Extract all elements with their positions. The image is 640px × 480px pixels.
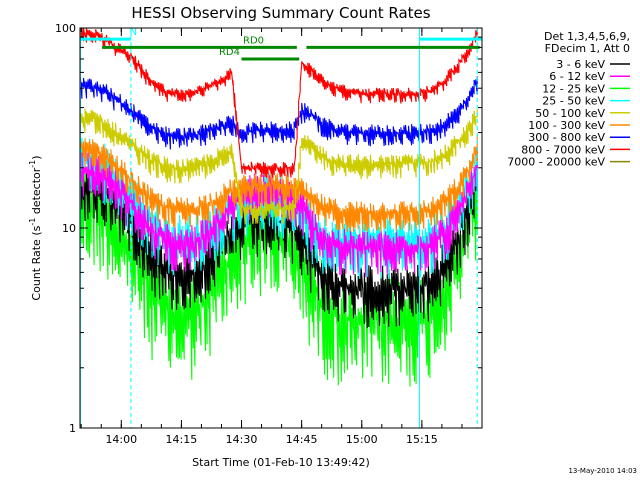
x-tick-label: 14:30: [226, 433, 258, 446]
series-line-50-100-kevkev: [79, 108, 478, 225]
x-axis-label: Start Time (01-Feb-10 13:49:42): [192, 456, 370, 469]
legend-label-3-6-kevkev: 3 - 6 keV: [556, 58, 605, 71]
legend-label-12-25-kevkev: 12 - 25 keV: [542, 82, 605, 95]
legend-label-300-800-kevkev: 300 - 800 keV: [528, 131, 605, 144]
flag-label-rd4: RD4: [219, 47, 240, 58]
series-line-100-300-kevkev: [79, 133, 478, 233]
y-tick-label: 10: [62, 222, 76, 235]
legend-header-line-1: Det 1,3,4,5,6,9,: [544, 30, 630, 43]
series-line-12-25-kevkev: [79, 157, 478, 387]
series-line-300-800-kevkev: [79, 76, 478, 150]
x-tick-label: 14:45: [286, 433, 318, 446]
legend-label-100-300-kevkev: 100 - 300 keV: [528, 119, 605, 132]
chart-title: HESSI Observing Summary Count Rates: [131, 4, 430, 22]
data-series-layer: [79, 27, 478, 387]
footer-date: 13-May-2010 14:03: [568, 467, 637, 475]
series-line-800-7000-kevkev: [79, 27, 478, 178]
legend-label-6-12-kevkev: 6 - 12 keV: [549, 70, 605, 83]
y-tick-label: 1: [69, 422, 76, 435]
y-axis-label: Count Rate (s-1 detector-1): [28, 155, 43, 300]
legend-label-25-50-kevkev: 25 - 50 keV: [542, 95, 605, 108]
x-tick-label: 15:00: [346, 433, 378, 446]
y-tick-label: 100: [55, 22, 76, 35]
legend-label-800-7000-kevkev: 800 - 7000 keV: [521, 143, 605, 156]
legend-label-50-100-kevkev: 50 - 100 keV: [535, 107, 605, 120]
x-tick-label: 14:15: [166, 433, 198, 446]
axis-layer: 14:00 14:15 14:30 14:45 15:00 15:15 1 10 100: [55, 22, 483, 446]
legend-header-line-2: FDecim 1, Att 0: [545, 42, 630, 55]
legend: Det 1,3,4,5,6,9, FDecim 1, Att 0 3 - 6 k…: [507, 30, 630, 169]
x-tick-label: 15:15: [406, 433, 438, 446]
x-tick-label: 14:00: [105, 433, 137, 446]
legend-label-7000-20000-kevkev: 7000 - 20000 keV: [507, 156, 605, 169]
flag-label-n: N: [130, 27, 137, 38]
flag-label-rd0: RD0: [243, 35, 264, 46]
